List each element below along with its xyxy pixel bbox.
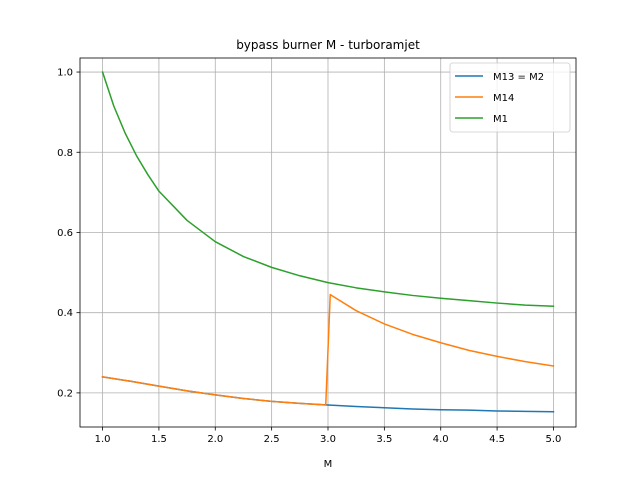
- x-tick-label: 3.5: [376, 434, 392, 445]
- ticks-layer: 1.0 1.5 2.0 2.5 3.0 3.5 4.0 4.5 5.0 0.2 0.4 0.6 0.8 1…: [57, 68, 561, 445]
- x-tick-label: 5.0: [546, 434, 562, 445]
- x-tick-label: 3.0: [320, 434, 336, 445]
- legend: M13 = M2 M14 M1: [449, 62, 571, 133]
- x-tick-label: 2.0: [207, 434, 223, 445]
- legend-label: M1: [493, 114, 508, 125]
- series-line-3: [101, 71, 555, 308]
- y-tick-label: 0.8: [57, 148, 73, 159]
- x-axis-label: M: [324, 459, 333, 470]
- x-tick-label: 4.5: [489, 434, 505, 445]
- chart-title: bypass burner M - turboramjet: [236, 38, 420, 52]
- x-tick-label: 1.0: [95, 434, 111, 445]
- y-tick-label: 1.0: [57, 68, 73, 79]
- legend-box: [449, 62, 571, 133]
- y-tick-label: 0.4: [57, 308, 73, 319]
- series-line-2: [101, 293, 555, 406]
- legend-label: M13 = M2: [493, 72, 544, 83]
- y-tick-label: 0.6: [57, 228, 73, 239]
- series-layer: [101, 71, 555, 413]
- y-tick-label: 0.2: [57, 388, 73, 399]
- x-tick-label: 1.5: [151, 434, 167, 445]
- x-tick-label: 2.5: [264, 434, 280, 445]
- legend-label: M14: [493, 93, 514, 104]
- x-tick-label: 4.0: [433, 434, 449, 445]
